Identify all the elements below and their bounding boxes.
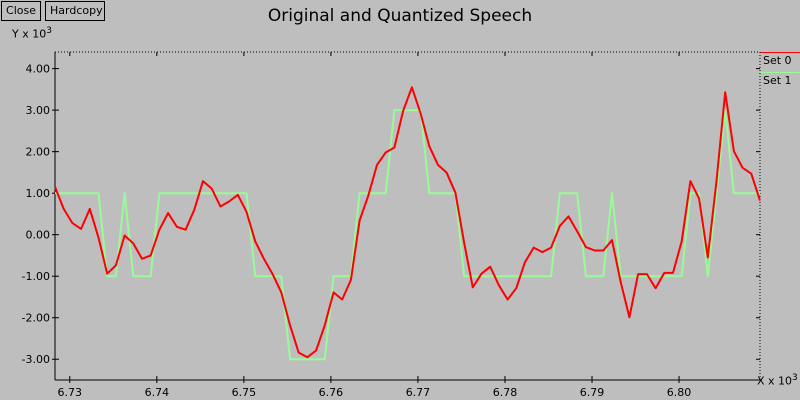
x-tick-label: 6.77: [406, 386, 431, 399]
y-tick-label: -2.00: [22, 312, 50, 325]
y-tick-label: 4.00: [26, 63, 51, 76]
x-tick-label: 6.76: [319, 386, 344, 399]
y-tick-label: 2.00: [26, 146, 51, 159]
x-tick-label: 6.80: [667, 386, 692, 399]
legend-swatch: [760, 72, 800, 73]
legend-item-set-0: Set 0: [760, 52, 800, 72]
x-tick-label: 6.73: [58, 386, 83, 399]
x-tick-label: 6.74: [145, 386, 170, 399]
close-button[interactable]: Close: [1, 1, 41, 21]
legend: Set 0 Set 1: [760, 52, 800, 92]
hardcopy-button[interactable]: Hardcopy: [45, 1, 105, 21]
x-tick-label: 6.78: [493, 386, 518, 399]
y-tick-label: 0.00: [26, 229, 51, 242]
legend-label: Set 1: [763, 74, 792, 87]
chart-title: Original and Quantized Speech: [267, 6, 533, 26]
series-line-set-0: [54, 86, 761, 359]
legend-item-set-1: Set 1: [760, 72, 800, 92]
y-tick-label: -1.00: [22, 270, 50, 283]
series-line-set-1: [55, 109, 760, 361]
y-tick-label: 1.00: [26, 187, 51, 200]
legend-swatch: [760, 52, 800, 53]
y-tick-label: -3.00: [22, 353, 50, 366]
y-tick-label: 3.00: [26, 104, 51, 117]
x-tick-label: 6.75: [232, 386, 257, 399]
x-axis-label: X x 103: [757, 373, 798, 388]
x-tick-label: 6.79: [580, 386, 605, 399]
legend-label: Set 0: [763, 54, 792, 67]
y-axis-label: Y x 103: [12, 26, 52, 41]
